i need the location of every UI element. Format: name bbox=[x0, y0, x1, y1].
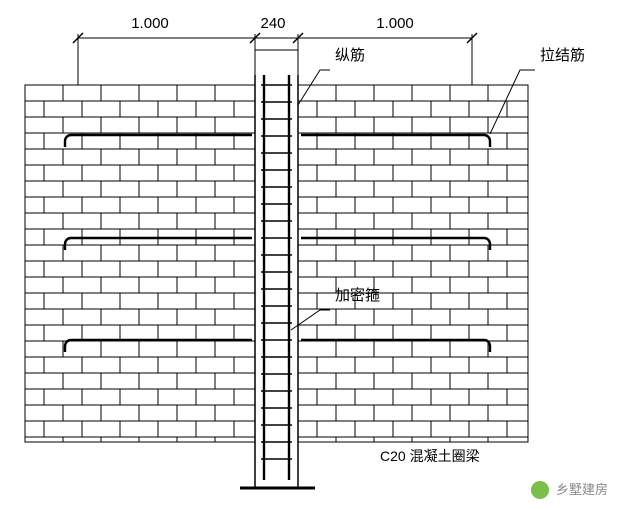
label-lajiejin: 拉结筋 bbox=[540, 47, 585, 64]
constructional-column bbox=[240, 75, 315, 488]
dim-right: 1.000 bbox=[376, 15, 414, 32]
dim-left: 1.000 bbox=[131, 15, 169, 32]
watermark: 乡墅建房 bbox=[531, 481, 608, 499]
caption: C20 混凝土圈梁 bbox=[380, 448, 480, 464]
tie-bars bbox=[65, 135, 490, 352]
brick-wall-right bbox=[298, 85, 528, 442]
svg-text:乡墅建房: 乡墅建房 bbox=[556, 482, 608, 497]
dimensions: 1.000 240 1.000 bbox=[73, 15, 477, 85]
leader-jiamigu bbox=[291, 310, 330, 330]
dim-center: 240 bbox=[260, 15, 285, 32]
leader-zongjin bbox=[298, 70, 330, 105]
brick-wall-left bbox=[25, 85, 255, 442]
label-jiamigu: 加密箍 bbox=[335, 287, 380, 304]
label-zongjin: 纵筋 bbox=[335, 47, 365, 64]
stirrups bbox=[261, 85, 292, 459]
